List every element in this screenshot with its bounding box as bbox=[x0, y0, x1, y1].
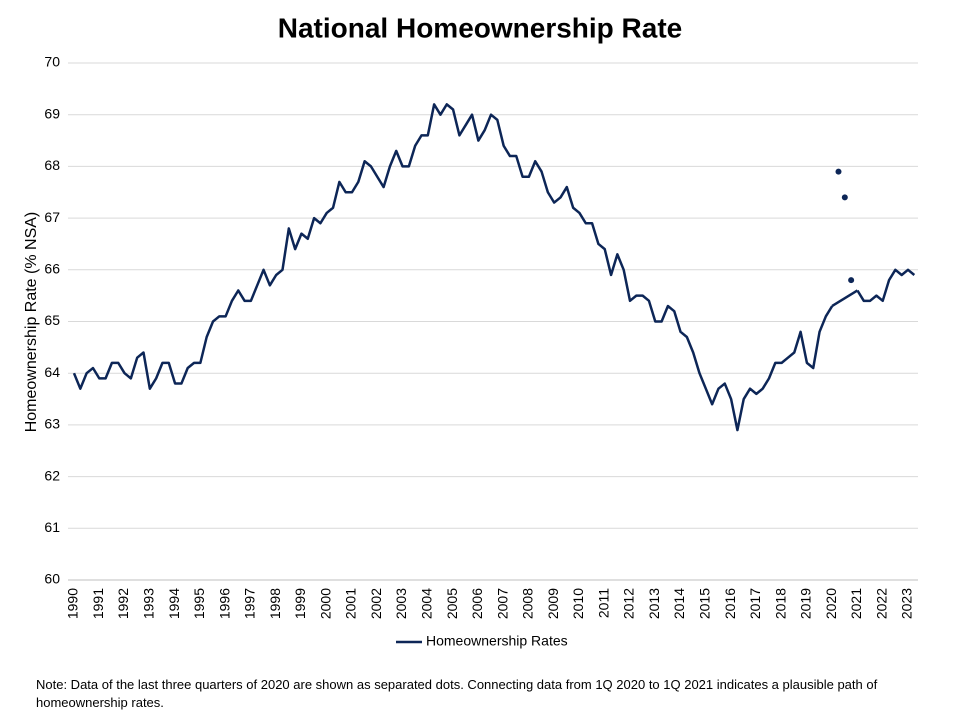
x-tick-label: 2002 bbox=[368, 588, 384, 619]
x-tick-label: 1990 bbox=[65, 588, 81, 619]
line-series bbox=[72, 103, 916, 432]
x-tick-label: 2014 bbox=[671, 588, 687, 619]
x-tick-label: 1994 bbox=[166, 588, 182, 619]
y-tick-label: 70 bbox=[44, 54, 60, 70]
x-tick-label: 2021 bbox=[848, 588, 864, 619]
x-tick-label: 2004 bbox=[419, 588, 435, 619]
x-tick-label: 1997 bbox=[242, 588, 258, 619]
x-tick-label: 2015 bbox=[697, 588, 713, 619]
x-tick-label: 2009 bbox=[545, 588, 561, 619]
x-tick-label: 2017 bbox=[747, 588, 763, 619]
x-tick-label: 2006 bbox=[469, 588, 485, 619]
chart-title: National Homeownership Rate bbox=[278, 12, 683, 43]
y-tick-label: 67 bbox=[44, 209, 60, 225]
y-tick-label: 69 bbox=[44, 105, 60, 121]
data-dot bbox=[841, 194, 848, 201]
y-tick-label: 63 bbox=[44, 416, 60, 432]
x-tick-label: 2022 bbox=[873, 588, 889, 619]
legend-label: Homeownership Rates bbox=[426, 633, 568, 649]
x-tick-label: 2011 bbox=[595, 588, 611, 618]
x-tick-label: 1993 bbox=[141, 588, 157, 619]
y-tick-label: 64 bbox=[44, 364, 60, 380]
x-tick-label: 2023 bbox=[899, 588, 915, 619]
x-tick-label: 2012 bbox=[621, 588, 637, 619]
x-tick-label: 2016 bbox=[722, 588, 738, 619]
x-tick-label: 2019 bbox=[798, 588, 814, 619]
x-tick-label: 2018 bbox=[772, 588, 788, 619]
x-tick-label: 2013 bbox=[646, 588, 662, 619]
x-tick-label: 2020 bbox=[823, 588, 839, 619]
x-tick-label: 1995 bbox=[191, 588, 207, 619]
x-tick-label: 1999 bbox=[292, 588, 308, 619]
x-tick-label: 2001 bbox=[343, 588, 359, 619]
y-tick-label: 66 bbox=[44, 261, 60, 277]
y-tick-label: 68 bbox=[44, 157, 60, 173]
x-tick-label: 2000 bbox=[317, 588, 333, 619]
x-tick-label: 2010 bbox=[570, 588, 586, 619]
data-dot bbox=[835, 168, 842, 175]
x-tick-label: 1998 bbox=[267, 588, 283, 619]
y-axis-label: Homeownership Rate (% NSA) bbox=[23, 212, 40, 433]
note: Note: Data of the last three quarters of… bbox=[36, 677, 878, 710]
x-tick-label: 2008 bbox=[520, 588, 536, 619]
y-tick-label: 60 bbox=[44, 571, 60, 587]
x-tick-label: 2005 bbox=[444, 588, 460, 619]
x-tick-label: 2003 bbox=[393, 588, 409, 619]
y-tick-label: 61 bbox=[44, 519, 60, 535]
y-tick-label: 65 bbox=[44, 312, 60, 328]
x-tick-label: 1991 bbox=[90, 588, 106, 619]
x-tick-label: 2007 bbox=[494, 588, 510, 619]
chart: National Homeownership Rate Homeownershi… bbox=[23, 12, 918, 649]
x-tick-label: 1996 bbox=[216, 588, 232, 619]
data-dot bbox=[848, 277, 855, 284]
x-tick-label: 1992 bbox=[115, 588, 131, 619]
y-tick-label: 62 bbox=[44, 467, 60, 483]
line-bridge bbox=[831, 289, 859, 308]
